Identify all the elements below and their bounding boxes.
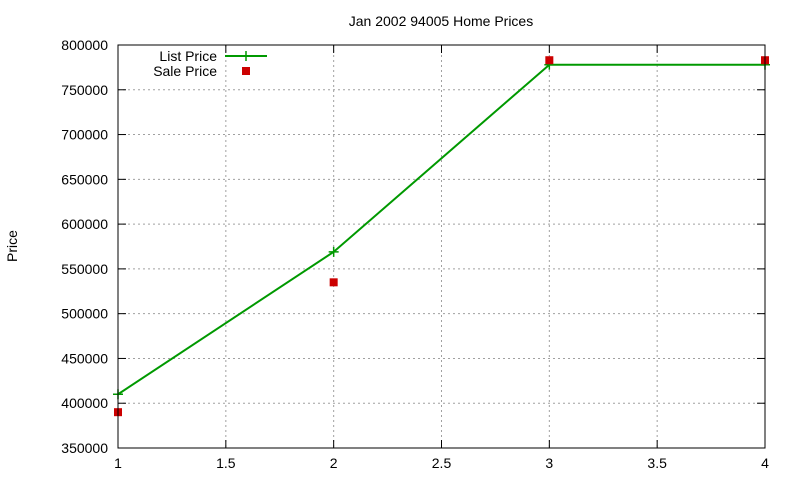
y-tick-label: 550000 [61, 261, 108, 277]
data-point [545, 56, 554, 65]
x-tick-label: 1.5 [216, 455, 236, 471]
y-tick-label: 400000 [61, 395, 108, 411]
plot-frame [117, 44, 766, 449]
legend-marker [242, 67, 250, 75]
y-tick-label: 500000 [61, 306, 108, 322]
x-tick-label: 2 [330, 455, 338, 471]
x-tick-label: 4 [761, 455, 769, 471]
series-line [117, 63, 765, 396]
legend-label: List Price [159, 48, 217, 64]
data-point [329, 278, 338, 287]
legend-label: Sale Price [153, 63, 217, 79]
legend-marker [241, 51, 251, 61]
axis-ticks: 350000 400000 450000 500000 550000 600000 6500… [61, 37, 769, 471]
y-tick-label: 350000 [61, 440, 108, 456]
chart-title: Jan 2002 94005 Home Prices [349, 13, 533, 29]
y-tick-label: 650000 [61, 171, 108, 187]
x-tick-label: 3 [545, 455, 553, 471]
y-axis-label: Price [4, 230, 20, 262]
x-tick-label: 1 [114, 455, 122, 471]
x-tick-label: 2.5 [432, 455, 452, 471]
y-tick-label: 700000 [61, 127, 108, 143]
y-tick-label: 450000 [61, 350, 108, 366]
x-tick-label: 3.5 [647, 455, 667, 471]
y-tick-label: 800000 [61, 37, 108, 53]
grid [118, 45, 765, 448]
data-point [328, 246, 339, 257]
y-tick-label: 600000 [61, 216, 108, 232]
y-tick-label: 750000 [61, 82, 108, 98]
